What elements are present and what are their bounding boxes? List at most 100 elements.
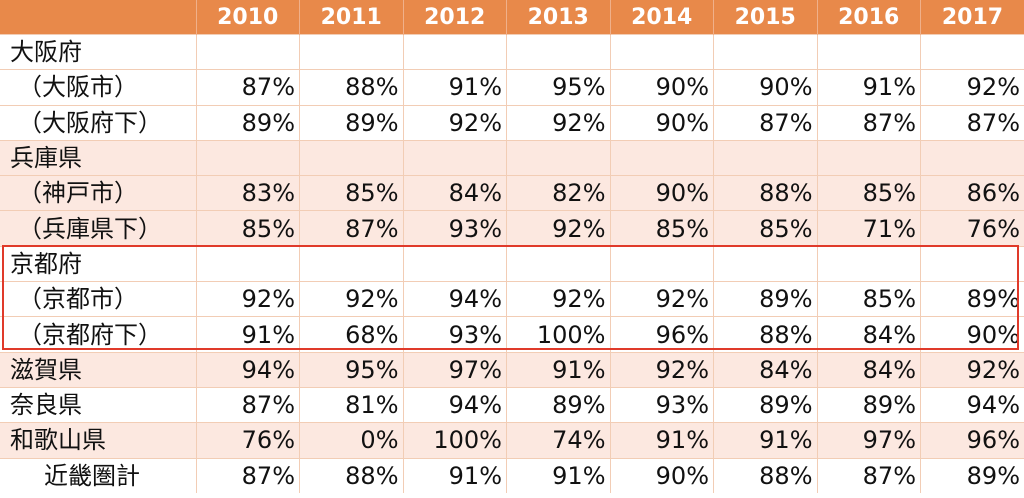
- row-label: 和歌山県: [0, 422, 196, 459]
- table-row: 和歌山県 76% 0% 100% 74% 91% 91% 97% 96%: [0, 422, 1024, 459]
- table-cell: 85%: [816, 175, 921, 211]
- table-cell: 94%: [402, 386, 507, 423]
- table-cell: [920, 33, 1024, 70]
- header-year: 2016: [816, 0, 921, 35]
- table-row: 奈良県 87% 81% 94% 89% 93% 89% 89% 94%: [0, 386, 1024, 423]
- table-cell: 91%: [195, 316, 300, 353]
- table-cell: 82%: [506, 175, 610, 211]
- table-cell: 95%: [506, 69, 610, 106]
- table-cell: [713, 139, 817, 176]
- table-cell: 84%: [402, 175, 507, 211]
- table-cell: 91%: [506, 351, 610, 388]
- table-cell: 85%: [299, 175, 403, 211]
- table-cell: 92%: [299, 281, 403, 317]
- table-row: （京都市） 92% 92% 94% 92% 92% 89% 85% 89%: [0, 281, 1024, 317]
- table-cell: [920, 139, 1024, 176]
- header-year: 2012: [402, 0, 507, 35]
- table-cell: [609, 139, 714, 176]
- table-cell: 85%: [609, 210, 714, 247]
- table-cell: 95%: [299, 351, 403, 388]
- table-cell: 68%: [299, 316, 403, 353]
- table-cell: 87%: [195, 457, 300, 494]
- table-row: 兵庫県: [0, 139, 1024, 176]
- table-cell: 76%: [920, 210, 1024, 247]
- table-cell: 90%: [609, 175, 714, 211]
- table-cell: 92%: [920, 351, 1024, 388]
- table-cell: 91%: [506, 457, 610, 494]
- table-cell: 91%: [609, 422, 714, 459]
- table-cell: [609, 33, 714, 70]
- table-row: （京都府下） 91% 68% 93% 100% 96% 88% 84% 90%: [0, 316, 1024, 353]
- table-cell: 89%: [816, 386, 921, 423]
- table-cell: 85%: [816, 281, 921, 317]
- table-cell: 88%: [299, 457, 403, 494]
- table-cell: 85%: [713, 210, 817, 247]
- table-cell: [506, 33, 610, 70]
- table-cell: 90%: [713, 69, 817, 106]
- table-cell: 76%: [195, 422, 300, 459]
- table-cell: 91%: [402, 69, 507, 106]
- table-row: 滋賀県 94% 95% 97% 91% 92% 84% 84% 92%: [0, 351, 1024, 388]
- table-cell: [402, 245, 507, 282]
- table-cell: 89%: [920, 281, 1024, 317]
- table-cell: 87%: [299, 210, 403, 247]
- table-cell: 87%: [195, 386, 300, 423]
- table-row: 京都府: [0, 245, 1024, 282]
- table-cell: 71%: [816, 210, 921, 247]
- table-cell: 88%: [713, 316, 817, 353]
- table-cell: 92%: [402, 104, 507, 141]
- header-year: 2013: [506, 0, 610, 35]
- table-cell: 100%: [402, 422, 507, 459]
- table-cell: 89%: [920, 457, 1024, 494]
- table-cell: [713, 245, 817, 282]
- table-cell: [506, 245, 610, 282]
- table-cell: 89%: [506, 386, 610, 423]
- table-cell: [920, 245, 1024, 282]
- header-row: 2010 2011 2012 2013 2014 2015 2016 2017: [0, 0, 1024, 35]
- table-cell: [816, 33, 921, 70]
- table-cell: 87%: [816, 104, 921, 141]
- table-cell: 87%: [816, 457, 921, 494]
- header-year: 2011: [299, 0, 403, 35]
- table-cell: [402, 139, 507, 176]
- table-cell: [816, 245, 921, 282]
- table-cell: [299, 139, 403, 176]
- header-year: 2015: [713, 0, 817, 35]
- table-cell: 85%: [195, 210, 300, 247]
- table-row: 近畿圏計 87% 88% 91% 91% 90% 88% 87% 89%: [0, 457, 1024, 494]
- header-corner: [0, 0, 196, 35]
- header-year: 2017: [920, 0, 1024, 35]
- table-row: （神戸市） 83% 85% 84% 82% 90% 88% 85% 86%: [0, 175, 1024, 211]
- table-cell: 96%: [609, 316, 714, 353]
- table-cell: 94%: [920, 386, 1024, 423]
- table-cell: 92%: [920, 69, 1024, 106]
- table-cell: [713, 33, 817, 70]
- table-cell: 84%: [713, 351, 817, 388]
- row-label: （大阪府下）: [0, 104, 196, 141]
- table-cell: 74%: [506, 422, 610, 459]
- table-cell: 92%: [506, 104, 610, 141]
- table-cell: [402, 33, 507, 70]
- table-cell: 83%: [195, 175, 300, 211]
- table-cell: 0%: [299, 422, 403, 459]
- table-cell: 84%: [816, 351, 921, 388]
- table-cell: 92%: [609, 281, 714, 317]
- table-cell: 89%: [195, 104, 300, 141]
- table-cell: 89%: [713, 386, 817, 423]
- table-cell: [816, 139, 921, 176]
- row-label: 近畿圏計: [0, 457, 196, 494]
- table-cell: 100%: [506, 316, 610, 353]
- table-cell: 90%: [920, 316, 1024, 353]
- table-cell: 91%: [713, 422, 817, 459]
- table-cell: 92%: [195, 281, 300, 317]
- table-cell: 81%: [299, 386, 403, 423]
- table-cell: 97%: [402, 351, 507, 388]
- row-label: 大阪府: [0, 33, 196, 70]
- table-cell: 93%: [402, 210, 507, 247]
- table-cell: 94%: [402, 281, 507, 317]
- table-row: （大阪市） 87% 88% 91% 95% 90% 90% 91% 92%: [0, 69, 1024, 106]
- table-cell: 88%: [713, 457, 817, 494]
- table-cell: 97%: [816, 422, 921, 459]
